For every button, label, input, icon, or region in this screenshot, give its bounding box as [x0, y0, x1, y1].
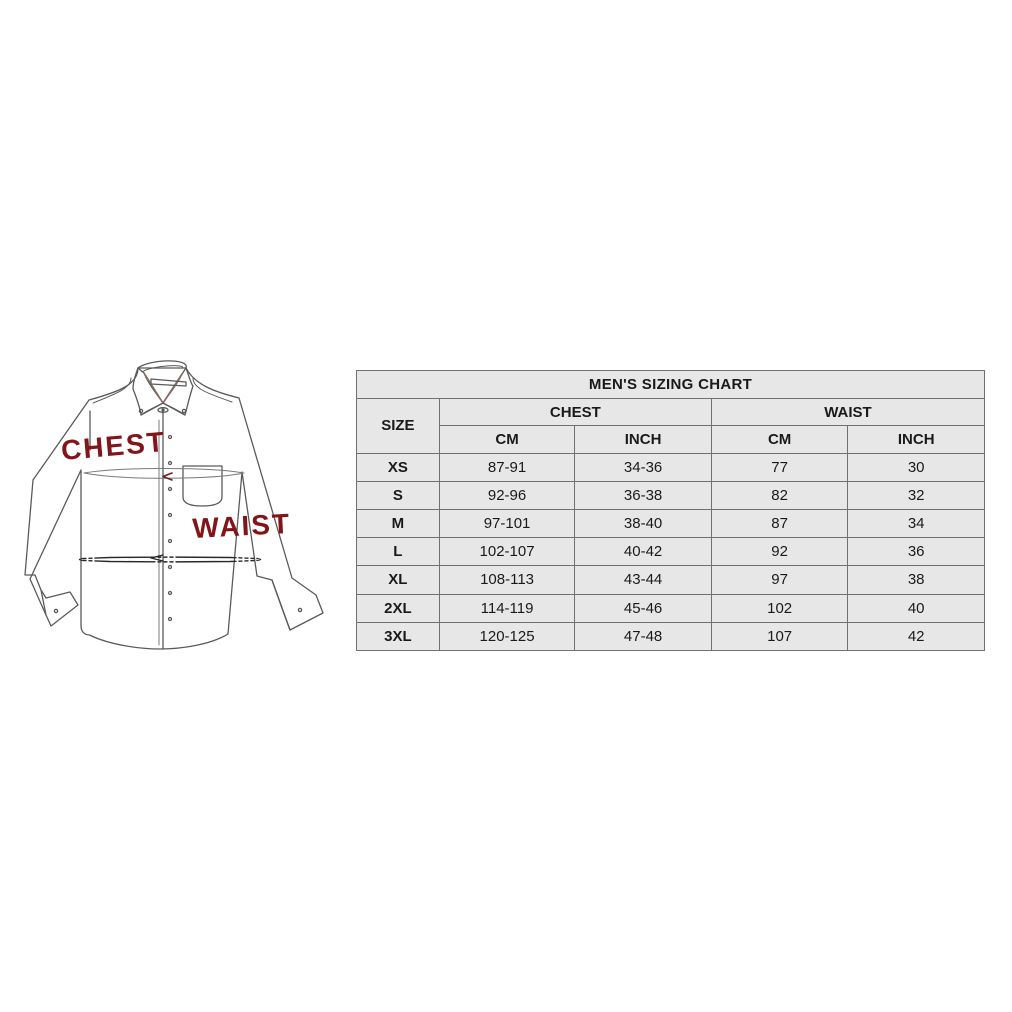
- svg-text:CHEST: CHEST: [60, 426, 167, 466]
- svg-text:WAIST: WAIST: [192, 508, 292, 544]
